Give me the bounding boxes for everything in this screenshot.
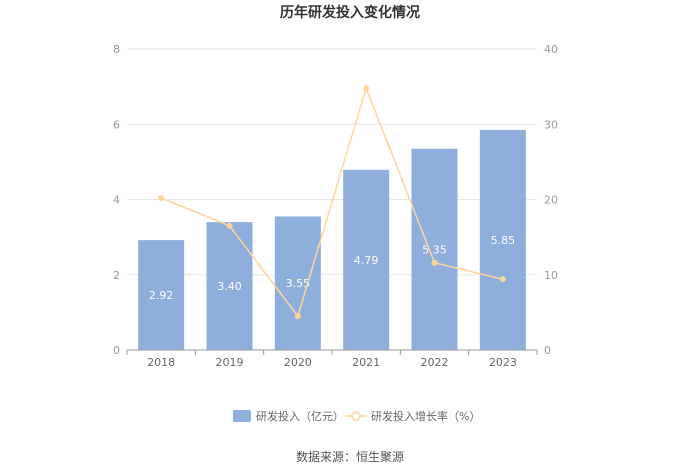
bar: [479, 129, 526, 350]
y-right-tick-label: 40: [544, 43, 558, 56]
y-right-tick-label: 10: [544, 269, 558, 282]
y-left-tick-label: 0: [113, 344, 120, 357]
x-tick-label: 2022: [421, 356, 449, 369]
bar: [138, 240, 185, 350]
bar-series: [138, 129, 526, 350]
y-left-tick-label: 2: [113, 269, 120, 282]
x-tick-label: 2021: [352, 356, 380, 369]
bar-data-label: 3.55: [286, 277, 311, 290]
line-point: [294, 313, 301, 320]
legend-item-line[interactable]: 研发投入增长率（%）: [345, 409, 480, 423]
line-point: [431, 259, 438, 266]
bar: [206, 222, 253, 350]
line-point: [499, 276, 506, 283]
y-left-tick-label: 6: [113, 118, 120, 131]
line-point: [226, 222, 233, 229]
grid: [127, 48, 537, 276]
chart-title: 历年研发投入变化情况: [280, 4, 420, 21]
bar: [343, 169, 390, 350]
y-axis-right: 0 10 20 30 40: [544, 43, 558, 357]
x-tick-label: 2019: [216, 356, 244, 369]
legend-line-label: 研发投入增长率（%）: [371, 409, 480, 423]
source-note: 数据来源：恒生聚源: [296, 449, 404, 464]
y-right-tick-label: 0: [544, 344, 551, 357]
bar-data-label: 2.92: [149, 289, 174, 302]
bar-data-label: 5.85: [491, 234, 516, 247]
legend-bar-swatch: [233, 410, 251, 422]
bar: [411, 148, 458, 350]
x-axis: 2018 2019 2020 2021 2022 2023: [126, 349, 538, 369]
bar-data-label: 4.79: [354, 254, 379, 267]
bar-data-label: 3.40: [217, 280, 242, 293]
y-left-tick-label: 4: [113, 194, 120, 207]
y-axis-left: 0 2 4 6 8: [113, 43, 120, 357]
legend-item-bar[interactable]: 研发投入（亿元）: [233, 409, 344, 423]
growth-line: [160, 85, 504, 318]
x-tick-label: 2018: [147, 356, 175, 369]
legend-line-marker: [351, 411, 361, 421]
bar-data-labels: 2.92 3.40 3.55 4.79 5.35 5.85: [149, 234, 515, 302]
bar: [274, 216, 321, 350]
x-tick-label: 2020: [284, 356, 312, 369]
line-series: [158, 85, 506, 320]
y-right-tick-label: 30: [544, 118, 558, 131]
y-right-tick-label: 20: [544, 194, 558, 207]
line-point: [363, 85, 370, 92]
line-point: [158, 194, 165, 201]
bar-data-label: 5.35: [422, 243, 447, 256]
y-left-tick-label: 8: [113, 43, 120, 56]
legend[interactable]: 研发投入（亿元） 研发投入增长率（%）: [233, 409, 480, 423]
x-tick-label: 2023: [489, 356, 517, 369]
legend-bar-label: 研发投入（亿元）: [256, 409, 344, 423]
